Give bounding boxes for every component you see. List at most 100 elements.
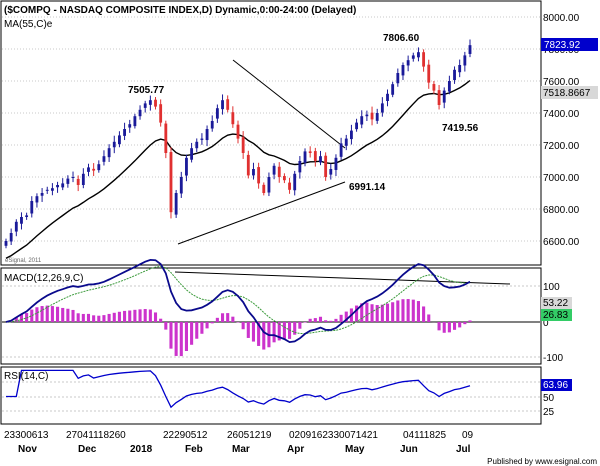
candle-body [164,123,168,153]
candle-body [282,176,286,181]
candle-body [236,124,240,139]
rsi-value-badge [541,379,572,391]
macd-value-badge [541,297,572,309]
candle-body [14,221,18,232]
annotation-high-jun: 7806.60 [383,33,420,44]
day-labels-dec: 27041118260 [66,430,126,441]
candle-body [246,154,250,176]
falling-resistance-trendline [232,59,346,149]
macd-line [5,258,471,344]
candle-body [81,173,85,185]
candle-body [370,112,374,120]
candle-body [401,65,405,76]
candle-body [386,93,389,101]
last-price-badge [541,38,598,51]
candle-body [143,103,147,108]
ma-value-label: 7518.8667 [543,88,591,99]
price-tick-8000: 8000.00 [543,13,580,24]
candle-body [9,233,13,242]
price-tick-7200: 7200.00 [543,141,580,152]
candle-body [174,193,178,215]
candle-body [319,156,322,163]
rsi-value-label: 63.96 [543,380,568,391]
macd-title: MACD(12,26,9,C) [4,273,83,284]
month-label-feb: Feb [185,444,203,455]
candle-body [215,108,219,119]
candle-body [313,151,317,161]
candle-body [272,165,276,175]
candle-body [138,109,142,117]
candle-body [25,215,29,217]
candle-body [195,141,199,149]
candle-body [422,52,426,67]
candle-body [453,69,456,81]
candle-body [391,84,395,95]
price-tick-7400: 7400.00 [543,109,580,120]
candle-body [365,114,369,117]
day-labels-feb: 22290512 [163,430,208,441]
candle-body [45,189,49,191]
month-label-jul: Jul [456,444,471,455]
candle-body [97,164,101,171]
candle-body [442,90,446,103]
candle-body [360,116,364,125]
macd-value-label: 53.22 [543,298,568,309]
esignal-watermark: eSignal, 2011 [5,258,42,264]
macd-tick-minus100: -100 [543,353,563,364]
day-labels-jun: 04111825 [403,430,446,441]
candle-body [190,148,194,160]
candle-body [396,73,400,84]
candle-body [241,137,245,153]
candle-body [463,55,467,66]
candle-body [344,138,348,146]
price-panel [0,0,542,266]
candle-body [87,167,90,172]
footer-bar [0,456,600,466]
candle-body [375,113,379,121]
day-labels-jul: 09 [462,430,474,441]
rsi-tick-50: 50 [543,393,555,404]
candle-body [179,177,183,194]
candle-body [221,100,224,110]
candle-body [133,116,137,127]
candle-body [123,129,126,136]
candle-body [128,124,132,128]
candle-body [159,104,163,123]
month-label-may: May [345,444,365,455]
candle-body [66,178,70,184]
month-label-dec: Dec [78,444,97,455]
candle-body [380,103,384,113]
candle-body [20,217,23,224]
candle-body [56,185,59,188]
candle-body [107,148,111,158]
signal-value-badge [541,309,572,321]
candle-body [288,182,291,190]
candle-body [4,241,8,246]
candle-body [339,143,343,157]
candle-body [308,151,312,153]
macd-tick-100: 100 [543,282,560,293]
candle-body [118,135,121,145]
candle-body [406,60,410,66]
candle-body [252,169,255,176]
candle-body [40,193,44,196]
day-labels-mar: 26051219 [227,430,272,441]
annotation-high-jan: 7505.77 [128,85,165,96]
candle-body [226,99,230,110]
candle-body [350,130,353,140]
rsi-tick-25: 25 [543,407,555,418]
signal-value-label: 26.83 [543,310,568,321]
candle-body [185,157,188,176]
candle-body [61,183,65,188]
candle-body [257,167,261,184]
candle-body [458,65,462,73]
candle-body [298,161,302,173]
candle-body [71,177,75,178]
month-label-2018: 2018 [130,444,153,455]
candle-body [447,81,451,92]
candle-body [76,178,80,185]
price-panel-title: ($COMPQ - NASDAQ COMPOSITE INDEX,D) Dyna… [4,5,356,16]
candle-body [329,169,333,175]
x-axis: 23300613 27041118260 22290512 26051219 0… [4,430,474,455]
